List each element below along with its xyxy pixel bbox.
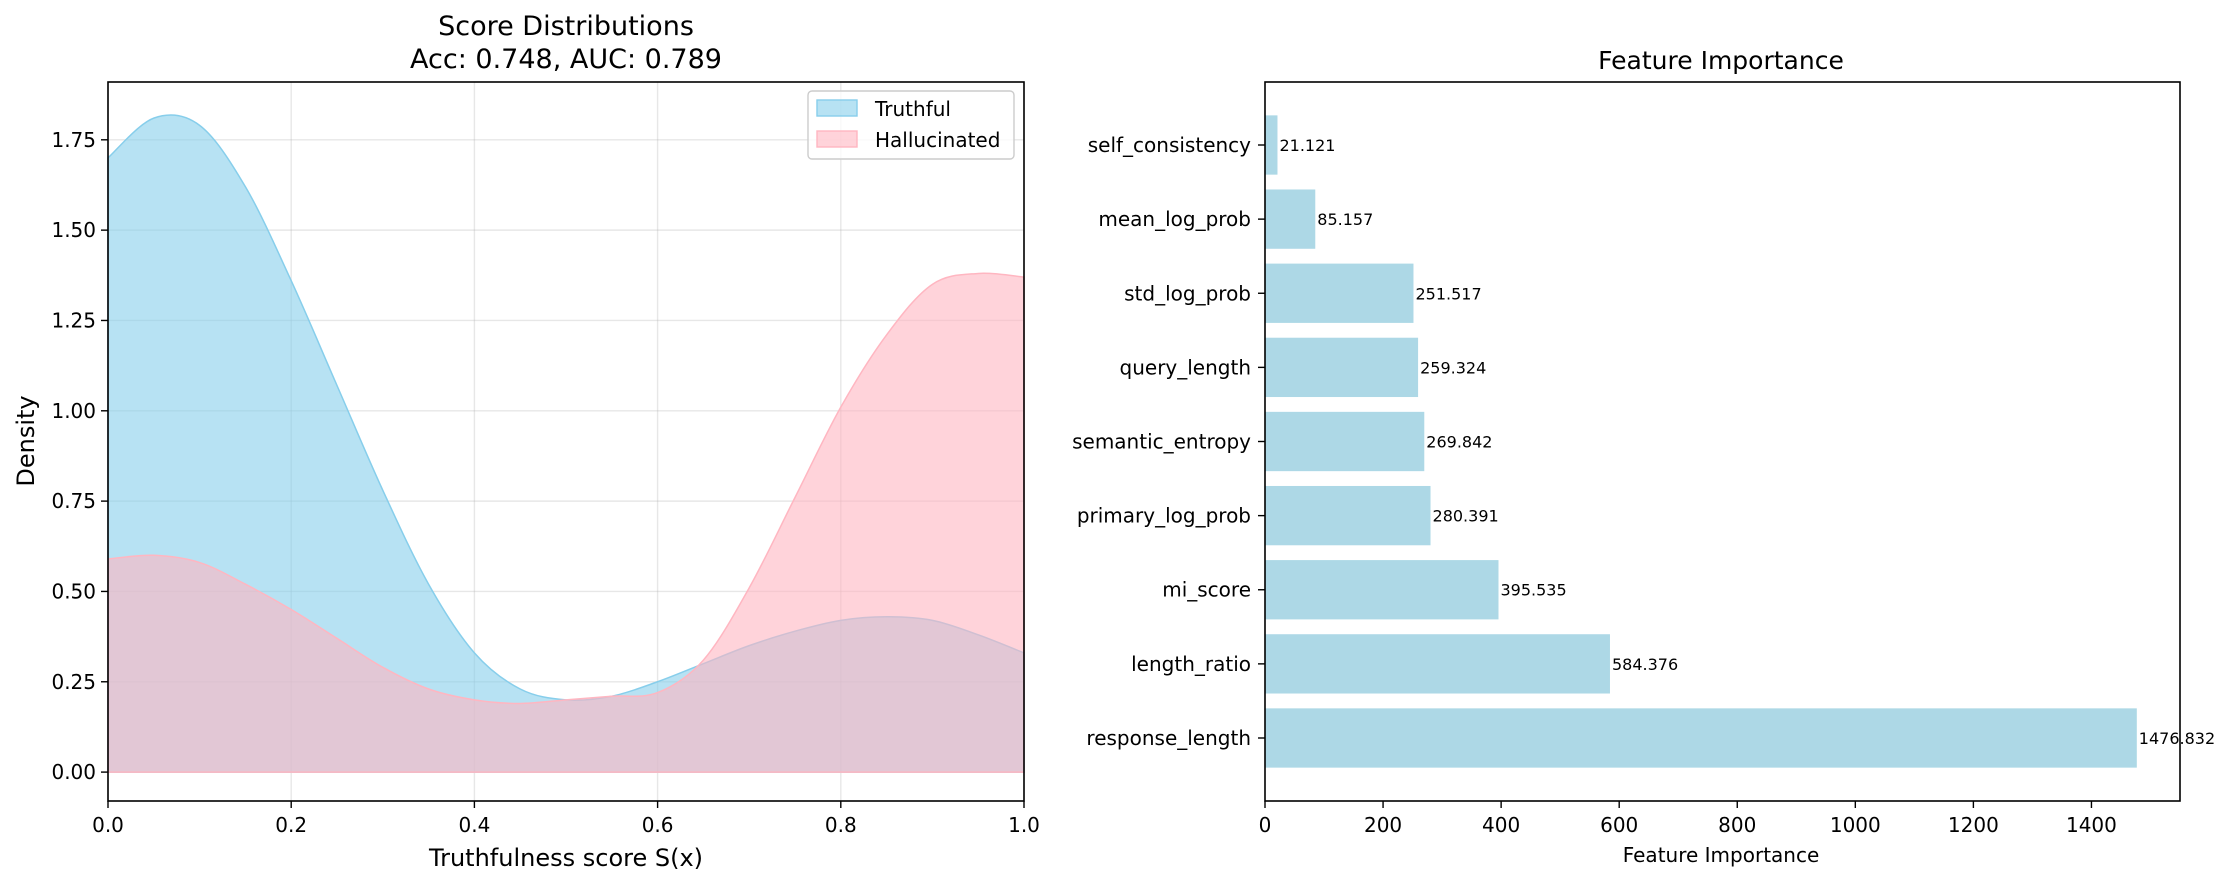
- left-x-tick-label: 0.8: [825, 813, 857, 837]
- importance-value-labels: 1476.832 584.376 395.535 280.391 269.842 259.…: [1279, 136, 2215, 748]
- right-plot-frame: [1264, 81, 2181, 802]
- legend: Truthful Hallucinated: [807, 90, 1015, 160]
- value-label-query-length: 259.324: [1420, 358, 1486, 377]
- left-x-tick-label: 1.0: [1008, 813, 1040, 837]
- legend-label-truthful: Truthful: [874, 97, 951, 121]
- category-label-response-length: response_length: [1086, 726, 1251, 750]
- category-label-self-consistency: self_consistency: [1088, 133, 1251, 157]
- bar-mi-score: [1265, 560, 1499, 620]
- value-label-length-ratio: 584.376: [1612, 655, 1678, 674]
- left-x-tick-label: 0.6: [642, 813, 674, 837]
- right-x-tick-label: 800: [1718, 813, 1756, 837]
- left-y-tick-label: 0.75: [51, 489, 96, 513]
- right-x-tick-label: 1000: [1830, 813, 1881, 837]
- density-areas: [107, 114, 1025, 773]
- right-x-axis-ticks: 0 200 400 600 800 1000 1200 1400: [1259, 801, 2117, 837]
- left-plot-frame: [107, 81, 1025, 802]
- category-label-primary-log-prob: primary_log_prob: [1077, 504, 1251, 528]
- left-x-tick-label: 0.2: [275, 813, 307, 837]
- category-label-semantic-entropy: semantic_entropy: [1072, 430, 1251, 454]
- right-x-axis-label: Feature Importance: [1623, 843, 1820, 867]
- bar-mean-log-prob: [1265, 189, 1316, 249]
- left-y-tick-label: 0.00: [51, 760, 96, 784]
- bar-std-log-prob: [1265, 263, 1414, 323]
- left-y-axis-label: Density: [12, 395, 40, 486]
- left-chart-title: Score Distributions: [438, 11, 694, 42]
- legend-label-hallucinated: Hallucinated: [875, 128, 1000, 152]
- category-label-mean-log-prob: mean_log_prob: [1098, 207, 1251, 231]
- value-label-primary-log-prob: 280.391: [1433, 507, 1499, 526]
- category-label-std-log-prob: std_log_prob: [1124, 281, 1251, 305]
- right-x-tick-label: 0: [1259, 813, 1272, 837]
- right-x-tick-label: 200: [1364, 813, 1402, 837]
- right-x-tick-label: 1200: [1948, 813, 1999, 837]
- left-y-tick-label: 0.25: [51, 670, 96, 694]
- value-label-semantic-entropy: 269.842: [1426, 433, 1492, 452]
- left-x-tick-label: 0.0: [92, 813, 124, 837]
- left-y-tick-label: 1.25: [51, 308, 96, 332]
- right-x-tick-label: 400: [1482, 813, 1520, 837]
- left-y-tick-label: 0.50: [51, 579, 96, 603]
- feature-importance-chart: Feature Importance 1476.832 584.376 395.53…: [1072, 46, 2215, 867]
- legend-swatch-truthful: [816, 99, 858, 117]
- bar-query-length: [1265, 337, 1419, 398]
- left-x-tick-label: 0.4: [458, 813, 490, 837]
- left-y-tick-label: 1.75: [51, 128, 96, 152]
- left-y-tick-label: 1.00: [51, 399, 96, 423]
- bar-response-length: [1265, 708, 2137, 768]
- right-x-tick-label: 1400: [2066, 813, 2117, 837]
- value-label-self-consistency: 21.121: [1279, 136, 1335, 155]
- bar-length-ratio: [1265, 634, 1610, 694]
- importance-bars: [1265, 115, 2137, 768]
- bar-primary-log-prob: [1265, 485, 1431, 546]
- legend-box: [807, 90, 1015, 160]
- bar-semantic-entropy: [1265, 411, 1425, 472]
- left-x-axis-label: Truthfulness score S(x): [428, 844, 703, 872]
- feature-name-labels: response_length length_ratio mi_score prima…: [1072, 133, 1265, 750]
- left-chart-subtitle: Acc: 0.748, AUC: 0.789: [410, 44, 722, 75]
- right-chart-title: Feature Importance: [1598, 46, 1844, 75]
- score-distributions-chart: Score Distributions Acc: 0.748, AUC: 0.7…: [12, 11, 1040, 872]
- left-y-tick-label: 1.50: [51, 218, 96, 242]
- category-label-length-ratio: length_ratio: [1131, 652, 1251, 676]
- value-label-response-length: 1476.832: [2139, 729, 2215, 748]
- category-label-query-length: query_length: [1120, 355, 1251, 379]
- bar-self-consistency: [1265, 115, 1278, 175]
- legend-swatch-hallucinated: [816, 130, 858, 148]
- density-area-hallucinated: [107, 272, 1025, 773]
- left-x-axis-ticks: 0.0 0.2 0.4 0.6 0.8 1.0: [92, 801, 1040, 837]
- category-label-mi-score: mi_score: [1162, 578, 1251, 602]
- right-x-tick-label: 600: [1600, 813, 1638, 837]
- value-label-std-log-prob: 251.517: [1415, 284, 1481, 303]
- value-label-mean-log-prob: 85.157: [1317, 210, 1373, 229]
- left-y-axis-ticks: 0.00 0.25 0.50 0.75 1.00 1.25 1.50 1.75: [51, 128, 108, 784]
- value-label-mi-score: 395.535: [1500, 581, 1566, 600]
